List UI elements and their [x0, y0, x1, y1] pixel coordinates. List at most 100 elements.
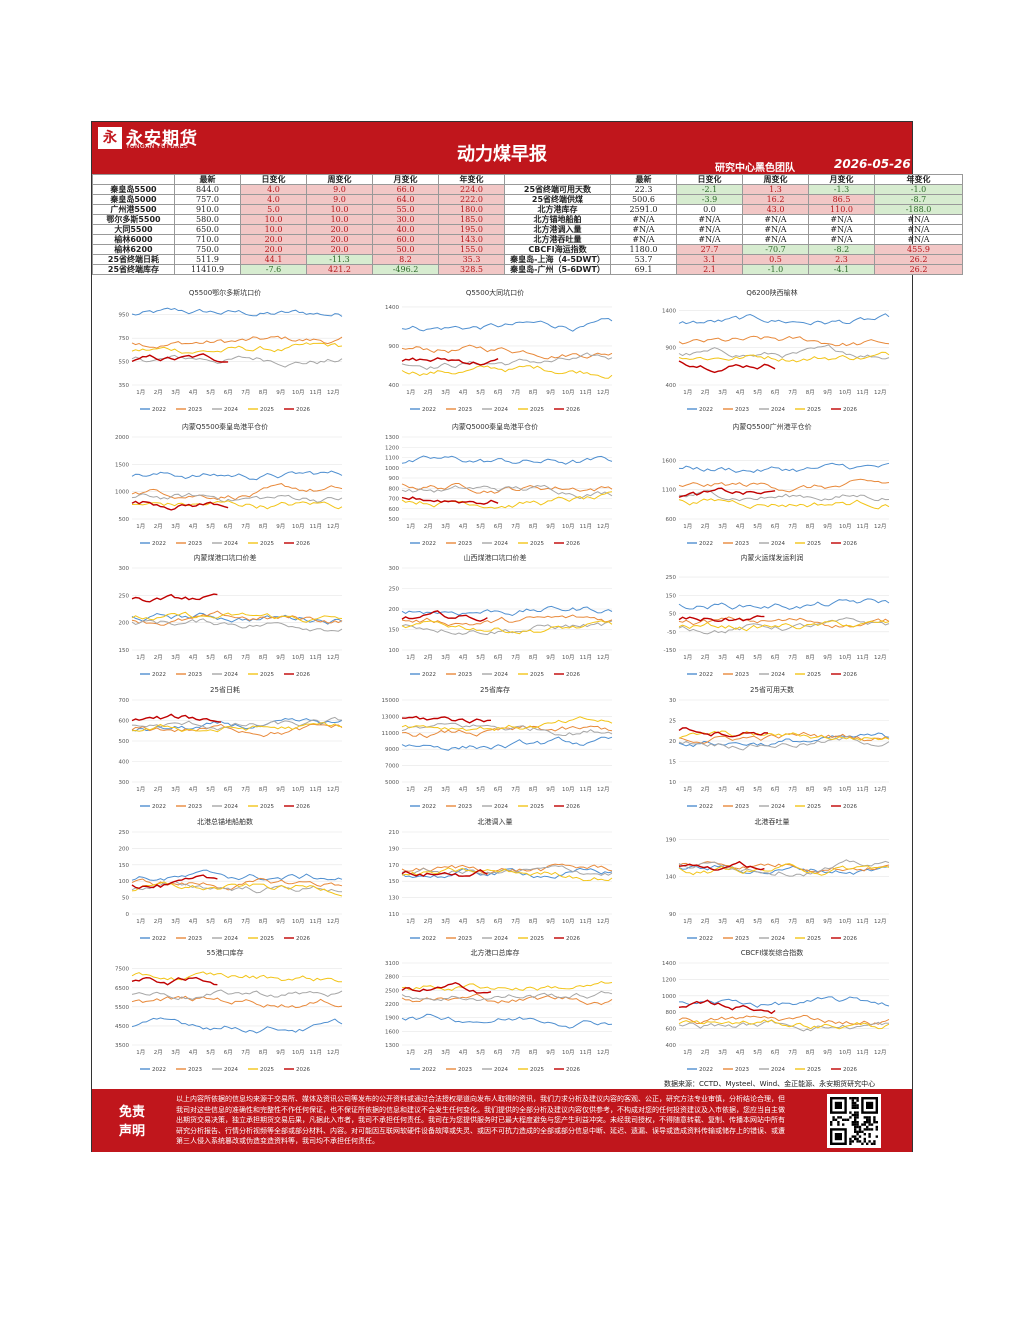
series-line-2026 [401, 715, 492, 724]
table-cell: 60.0 [372, 234, 439, 245]
legend-label: 2023 [735, 407, 749, 413]
table-cell: #N/A [610, 224, 677, 235]
chart-title: 山西煤港口坑口价差 [464, 553, 527, 562]
x-tick-label: 8月 [529, 523, 538, 530]
x-tick-label: 12月 [327, 918, 340, 925]
y-tick-label: 600 [666, 1027, 677, 1033]
x-tick-label: 1月 [406, 389, 415, 396]
x-tick-label: 11月 [580, 523, 593, 530]
x-tick-label: 6月 [771, 786, 780, 793]
x-tick-label: 1月 [136, 1049, 145, 1056]
qr-finder [834, 1133, 842, 1141]
legend-label: 2022 [699, 541, 713, 547]
series-line-2024 [678, 859, 890, 877]
series-line-2025 [131, 971, 343, 983]
y-tick-label: 1600 [385, 1029, 399, 1035]
table-cell: 10.0 [240, 214, 307, 225]
qr-module [842, 1118, 845, 1121]
x-tick-label: 1月 [136, 918, 145, 925]
qr-module [837, 1121, 840, 1124]
x-tick-label: 5月 [476, 523, 485, 530]
y-tick-label: 350 [119, 383, 130, 389]
x-tick-label: 5月 [206, 389, 215, 396]
x-tick-label: 12月 [327, 1049, 340, 1056]
y-tick-label: 550 [119, 360, 130, 366]
series-line-2024 [678, 617, 890, 635]
qr-module [873, 1118, 876, 1121]
table-cell: #N/A [808, 234, 875, 245]
series-line-2026 [401, 868, 488, 877]
qr-module [837, 1116, 840, 1119]
x-tick-label: 1月 [136, 389, 145, 396]
chart-title: 内蒙煤港口坑口价差 [194, 553, 257, 562]
legend-label: 2024 [494, 1067, 508, 1073]
series-line-2022 [401, 1013, 613, 1029]
x-tick-label: 11月 [310, 654, 323, 661]
legend-label: 2024 [771, 804, 785, 810]
series-line-2025 [131, 500, 343, 510]
x-tick-label: 7月 [788, 654, 797, 661]
qr-module [866, 1125, 869, 1129]
x-tick-label: 8月 [529, 918, 538, 925]
table-row: 25省终端库存 11410.9 -7.6 421.2 -496.2 328.5 秦皇岛-广州… [92, 264, 963, 275]
x-tick-label: 12月 [874, 389, 887, 396]
x-tick-label: 9月 [546, 918, 555, 925]
x-tick-label: 5月 [753, 786, 762, 793]
x-tick-label: 1月 [683, 1049, 692, 1056]
y-tick-label: 900 [389, 476, 400, 482]
chart-title: 内蒙Q5500秦皇岛港平仓价 [182, 422, 268, 431]
x-tick-label: 7月 [241, 654, 250, 661]
qr-module [856, 1123, 859, 1126]
x-tick-label: 10月 [562, 786, 575, 793]
qr-module [832, 1118, 835, 1121]
y-tick-label: 900 [389, 344, 400, 350]
line-chart: 内蒙Q5500秦皇岛港平仓价 500 1000 1500 2000 1月 2月 3月 4月 5月 6… [115, 422, 343, 547]
table-cell: 10.0 [306, 214, 373, 225]
table-cell: -188.0 [874, 204, 963, 215]
table-cell: 26.2 [874, 254, 963, 265]
line-chart: Q6200陕西榆林 400 900 1400 1月 2月 3月 4月 5月 6月 7月 8月 9月 10月… [662, 288, 890, 413]
chart-panel: 北方港口总库存 1300 1600 1900 2200 2500 2800 3100 1月 2月 3… [370, 945, 620, 1077]
table-cell: 222.0 [438, 194, 505, 205]
x-tick-label: 9月 [546, 654, 555, 661]
table-cell: 185.0 [438, 214, 505, 225]
x-tick-label: 9月 [823, 918, 832, 925]
x-tick-label: 5月 [206, 1049, 215, 1056]
disclaimer-title-line2: 声明 [118, 1124, 145, 1139]
legend-label: 2024 [771, 407, 785, 413]
x-tick-label: 5月 [206, 786, 215, 793]
x-tick-label: 8月 [259, 786, 268, 793]
x-tick-label: 6月 [494, 918, 503, 925]
chart-panel: 北港调入量 110 130 150 170 190 210 1月 2月 3月 4月 5月 6月 7月 8月 9… [370, 814, 620, 946]
legend-label: 2025 [530, 672, 544, 678]
x-tick-label: 8月 [259, 523, 268, 530]
x-tick-label: 4月 [189, 523, 198, 530]
x-tick-label: 11月 [857, 786, 870, 793]
table-cell: 8.2 [372, 254, 439, 265]
x-tick-label: 6月 [224, 918, 233, 925]
qr-finder [866, 1101, 874, 1109]
x-tick-label: 9月 [546, 389, 555, 396]
x-tick-label: 2月 [424, 389, 433, 396]
y-tick-label: 1100 [662, 488, 676, 494]
legend-label: 2023 [735, 1067, 749, 1073]
legend-label: 2022 [699, 672, 713, 678]
table-cell: 750.0 [174, 244, 241, 255]
y-tick-label: 500 [389, 517, 400, 523]
series-line-2024 [131, 618, 343, 632]
row-label: 北方港库存 [504, 204, 611, 215]
report-title: 动力煤早报 [457, 144, 547, 165]
qr-module [868, 1135, 871, 1138]
qr-module [856, 1137, 859, 1141]
qr-module [854, 1097, 857, 1100]
qr-module [866, 1121, 869, 1124]
x-tick-label: 9月 [546, 786, 555, 793]
legend-label: 2022 [152, 936, 166, 942]
x-tick-label: 4月 [736, 918, 745, 925]
legend-label: 2026 [843, 541, 857, 547]
table-cell: 30.0 [372, 214, 439, 225]
legend-label: 2025 [260, 541, 274, 547]
table-cell: #N/A [808, 224, 875, 235]
qr-finder [834, 1101, 842, 1109]
y-tick-label: 1200 [662, 977, 676, 983]
